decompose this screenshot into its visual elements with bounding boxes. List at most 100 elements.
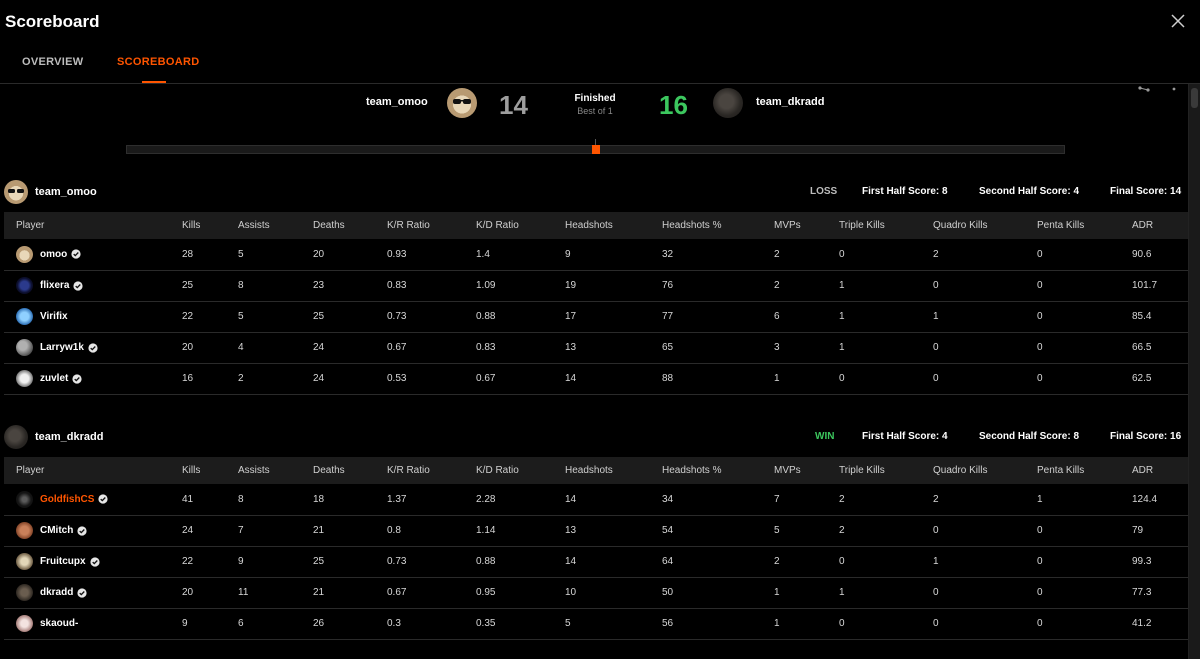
stat-cell: 9 <box>238 556 244 567</box>
more-options-icon[interactable] <box>1170 84 1178 92</box>
column-header[interactable]: Assists <box>238 465 270 476</box>
stat-cell: 0 <box>1037 373 1043 384</box>
column-header[interactable]: Assists <box>238 220 270 231</box>
stat-cell: 41 <box>182 493 194 505</box>
stat-cell: 0 <box>839 373 845 384</box>
player-name-link[interactable]: zuvlet <box>40 373 69 384</box>
verified-icon <box>77 587 87 598</box>
first-half-score: First Half Score: 8 <box>862 186 948 197</box>
stat-cell: 76 <box>662 280 674 291</box>
stat-cell: 56 <box>662 618 674 629</box>
player-name-link[interactable]: Virifix <box>40 311 68 322</box>
close-icon[interactable] <box>1170 13 1186 29</box>
scrollbar-thumb[interactable] <box>1191 88 1198 108</box>
table-row: skaoud- 9 6 26 0.3 0.35 5 56 1 0 0 0 41.2 <box>4 608 1188 639</box>
stat-cell: 1.4 <box>476 248 490 260</box>
column-header[interactable]: K/R Ratio <box>387 220 430 231</box>
stat-cell: 1 <box>774 618 780 629</box>
stat-cell: 0 <box>1037 280 1043 291</box>
stat-cell: 4 <box>238 342 244 353</box>
stat-cell: 0.83 <box>387 280 407 291</box>
column-header[interactable]: Kills <box>182 220 201 231</box>
column-header[interactable]: Headshots % <box>662 220 722 231</box>
column-header[interactable]: K/R Ratio <box>387 465 430 476</box>
avatar[interactable] <box>16 490 33 508</box>
column-header[interactable]: Headshots <box>565 465 613 476</box>
column-header[interactable]: Penta Kills <box>1037 220 1085 231</box>
stat-cell: 26 <box>313 618 325 629</box>
column-header[interactable]: K/D Ratio <box>476 465 519 476</box>
stat-cell: 11 <box>238 587 249 598</box>
column-header[interactable]: Headshots <box>565 220 613 231</box>
avatar[interactable] <box>16 308 33 325</box>
result-badge: LOSS <box>810 186 838 197</box>
modal-header: Scoreboard OVERVIEW SCOREBOARD <box>0 0 1200 84</box>
stat-cell: 0 <box>1037 525 1043 536</box>
stat-cell: 88 <box>662 373 674 384</box>
stat-cell: 19 <box>565 280 577 291</box>
stat-cell: 5 <box>774 525 780 536</box>
player-name-link[interactable]: skaoud- <box>40 618 79 629</box>
column-header[interactable]: Quadro Kills <box>933 465 988 476</box>
stat-cell: 0 <box>933 587 939 598</box>
avatar[interactable] <box>16 245 33 263</box>
stat-cell: 9 <box>182 618 188 629</box>
tab-overview[interactable]: OVERVIEW <box>22 56 84 68</box>
player-name-link[interactable]: GoldfishCS <box>40 493 95 505</box>
share-icon[interactable] <box>1137 84 1151 92</box>
player-name-link[interactable]: CMitch <box>40 525 74 536</box>
stat-cell: 90.6 <box>1132 248 1152 260</box>
column-header[interactable]: Quadro Kills <box>933 220 988 231</box>
stat-cell: 0 <box>933 618 939 629</box>
column-header[interactable]: Deaths <box>313 220 345 231</box>
column-header[interactable]: Triple Kills <box>839 220 885 231</box>
avatar[interactable] <box>16 553 33 570</box>
player-name-link[interactable]: flixera <box>40 280 70 291</box>
avatar[interactable] <box>16 277 33 294</box>
stat-cell: 0 <box>933 342 939 353</box>
progress-midpoint-tick <box>595 139 596 145</box>
column-header[interactable]: Player <box>16 220 45 231</box>
stat-cell: 22 <box>182 311 194 322</box>
avatar[interactable] <box>16 339 33 356</box>
avatar[interactable] <box>16 615 33 632</box>
player-name-link[interactable]: Fruitcupx <box>40 556 86 567</box>
progress-marker <box>592 145 600 154</box>
team-section: team_omoo LOSS First Half Score: 8 Secon… <box>4 178 1188 395</box>
sunglasses-icon <box>453 99 471 104</box>
stat-cell: 0.3 <box>387 618 401 629</box>
stat-cell: 85.4 <box>1132 311 1152 322</box>
player-cell: GoldfishCS <box>4 484 182 515</box>
player-name-link[interactable]: omoo <box>40 248 68 260</box>
match-status: Finished Best of 1 <box>572 93 618 116</box>
stat-cell: 0 <box>1037 342 1043 353</box>
column-header[interactable]: Deaths <box>313 465 345 476</box>
stat-cell: 24 <box>313 373 325 384</box>
verified-icon <box>88 342 98 353</box>
column-header[interactable]: K/D Ratio <box>476 220 519 231</box>
column-header[interactable]: Kills <box>182 465 201 476</box>
scrollbar[interactable] <box>1188 84 1200 659</box>
column-header[interactable]: ADR <box>1132 465 1154 476</box>
stat-cell: 5 <box>238 248 244 260</box>
stat-cell: 20 <box>182 342 194 353</box>
column-header[interactable]: Player <box>16 465 45 476</box>
stat-cell: 0 <box>839 618 845 629</box>
column-header[interactable]: MVPs <box>774 465 801 476</box>
column-header[interactable]: Triple Kills <box>839 465 885 476</box>
team1-score: 14 <box>499 90 528 120</box>
avatar[interactable] <box>16 584 33 601</box>
team2-name: team_dkradd <box>756 96 825 108</box>
stat-cell: 50 <box>662 587 674 598</box>
column-header[interactable]: Headshots % <box>662 465 722 476</box>
column-header[interactable]: ADR <box>1132 220 1154 231</box>
player-name-link[interactable]: Larryw1k <box>40 342 84 353</box>
avatar[interactable] <box>16 370 33 387</box>
column-header[interactable]: MVPs <box>774 220 801 231</box>
stat-cell: 3 <box>774 342 780 353</box>
stat-cell: 1 <box>933 311 939 322</box>
tab-scoreboard[interactable]: SCOREBOARD <box>117 56 200 68</box>
player-name-link[interactable]: dkradd <box>40 587 74 598</box>
avatar[interactable] <box>16 522 33 539</box>
column-header[interactable]: Penta Kills <box>1037 465 1085 476</box>
